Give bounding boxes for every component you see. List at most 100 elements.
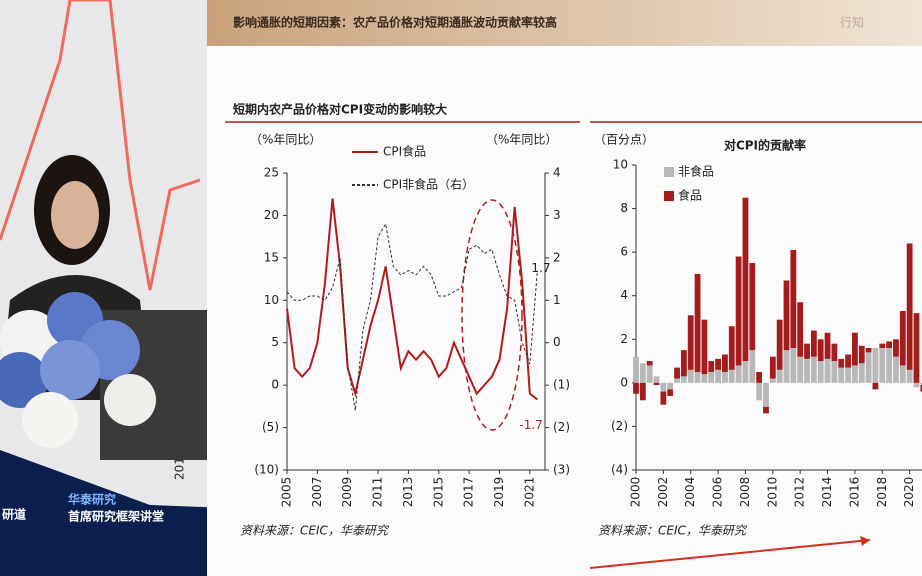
- flowers: [0, 292, 156, 448]
- bar-segment: [701, 374, 708, 383]
- bar-segment: [749, 350, 756, 383]
- x-tick-label: 2004: [683, 477, 697, 508]
- x-tick-label: 2009: [340, 477, 354, 508]
- x-tick-label: 2002: [656, 477, 670, 508]
- x-tick-label: 2008: [738, 477, 752, 508]
- bar-segment: [831, 343, 838, 362]
- bar-segment: [728, 326, 735, 370]
- bar-segment: [646, 365, 653, 383]
- x-tick-label: 2000: [629, 477, 643, 508]
- bar-segment: [920, 382, 922, 386]
- y2-tick-label: 0: [553, 335, 561, 349]
- bar-segment: [817, 361, 824, 383]
- bar-segment: [639, 363, 646, 383]
- bar-segment: [660, 391, 667, 405]
- y-tick-label: 0: [620, 375, 628, 389]
- slide-header: [207, 0, 922, 46]
- x-tick-label: 2018: [875, 477, 889, 508]
- bar-segment: [680, 376, 687, 383]
- y-tick-label: 5: [271, 335, 279, 349]
- bar-segment: [858, 363, 865, 383]
- bar-segment: [838, 358, 845, 368]
- bar-segment: [633, 356, 639, 383]
- arrow-head: [860, 536, 870, 546]
- legend-swatch: [664, 191, 674, 201]
- x-tick-label: 2014: [820, 477, 834, 508]
- bar-segment: [810, 356, 817, 383]
- poster-line: [0, 0, 201, 291]
- y-tick-label: (10): [254, 463, 279, 477]
- bar-segment: [831, 361, 838, 383]
- bar-segment: [817, 339, 824, 362]
- bar-segment: [783, 280, 790, 351]
- x-tick-label: 2015: [431, 477, 445, 508]
- bar-segment: [879, 348, 886, 383]
- y2-tick-label: 1: [553, 293, 561, 307]
- bar-segment: [756, 371, 763, 383]
- bar-segment: [674, 378, 680, 383]
- y2-label: （%年同比）: [486, 133, 557, 147]
- x-tick-label: 2006: [711, 477, 725, 508]
- bar-segment: [824, 332, 831, 359]
- y-tick-label: 2: [620, 332, 628, 346]
- presenter-face: [51, 181, 99, 249]
- bar-segment: [906, 243, 913, 370]
- bar-segment: [701, 319, 708, 375]
- x-tick-label: 2017: [462, 477, 476, 508]
- bar-segment: [824, 358, 831, 383]
- bar-segment: [667, 382, 674, 390]
- y-tick-label: 10: [264, 293, 279, 307]
- bar-segment: [845, 354, 851, 368]
- bar-segment: [797, 356, 804, 383]
- bar-segment: [639, 382, 646, 401]
- bar-segment: [858, 345, 865, 364]
- slide: [207, 0, 922, 576]
- bar-segment: [742, 197, 749, 362]
- y-tick-label: 15: [264, 250, 279, 264]
- source: 资料来源：CEIC，华泰研究: [598, 524, 748, 538]
- bar-segment: [667, 389, 674, 396]
- bar-segment: [708, 371, 715, 383]
- bar-segment: [749, 263, 756, 351]
- x-tick-label: 2010: [765, 477, 779, 508]
- y-tick-label: 0: [271, 378, 279, 392]
- highlight-ellipse: [461, 199, 523, 431]
- x-tick-label: 2020: [902, 477, 916, 508]
- bar-segment: [687, 315, 694, 370]
- bar-segment: [852, 332, 858, 366]
- y-tick-label: 25: [264, 166, 279, 180]
- bar-segment: [804, 343, 810, 359]
- bar-segment: [715, 358, 721, 370]
- y-tick-label: 20: [264, 208, 279, 222]
- chart-title: 短期内农产品价格对CPI变动的影响较大: [233, 102, 447, 117]
- bar-segment: [810, 330, 817, 357]
- bar-segment: [674, 367, 680, 379]
- bar-segment: [646, 361, 653, 366]
- bar-segment: [763, 406, 769, 414]
- y2-tick-label: 3: [553, 208, 561, 222]
- x-tick-label: 2012: [793, 477, 807, 508]
- bar-segment: [886, 348, 893, 383]
- y-tick-label: (4): [611, 463, 628, 477]
- chart-title: 对CPI的贡献率: [724, 138, 806, 153]
- y2-tick-label: (1): [553, 378, 570, 392]
- bar-segment: [694, 273, 701, 372]
- bar-segment: [838, 367, 845, 383]
- bar-segment: [920, 385, 922, 392]
- bar-segment: [694, 371, 701, 383]
- bar-segment: [913, 382, 920, 388]
- legend-label: CPI食品: [383, 144, 426, 159]
- bar-segment: [886, 341, 893, 348]
- legend-label: 非食品: [678, 164, 714, 179]
- y-label: （%年同比）: [250, 133, 321, 147]
- bar-segment: [715, 369, 721, 383]
- bar-segment: [879, 343, 886, 348]
- y-label: （百分点）: [594, 133, 654, 147]
- x-tick-label: 2005: [280, 477, 294, 508]
- bar-segment: [776, 319, 783, 370]
- arrow: [589, 539, 871, 569]
- bar-segment: [722, 371, 728, 383]
- bar-segment: [865, 348, 872, 353]
